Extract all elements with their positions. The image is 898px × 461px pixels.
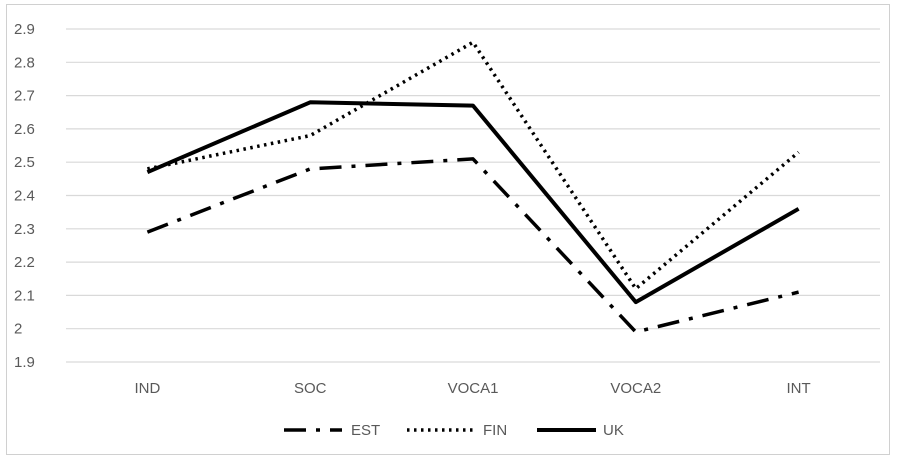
x-tick-label: IND <box>134 380 160 397</box>
legend-label: EST <box>351 422 380 439</box>
legend-label: FIN <box>483 422 507 439</box>
y-tick-label: 2.4 <box>14 188 35 205</box>
legend: EST FIN UK <box>284 422 624 439</box>
y-tick-label: 1.9 <box>14 354 35 371</box>
y-axis: 1.9 2 2.1 2.2 2.3 2.4 2.5 2.6 2.7 2.8 2.9 <box>14 21 35 371</box>
x-tick-label: VOCA2 <box>610 380 661 397</box>
y-tick-label: 2.3 <box>14 221 35 238</box>
series-line-fin <box>147 40 800 291</box>
y-tick-label: 2.5 <box>14 154 35 171</box>
y-tick-label: 2.6 <box>14 121 35 138</box>
y-tick-label: 2.1 <box>14 287 35 304</box>
legend-item-fin: FIN <box>407 422 507 439</box>
y-tick-label: 2.2 <box>14 254 35 271</box>
y-tick-label: 2.7 <box>14 88 35 105</box>
gridlines <box>66 28 880 363</box>
series-line-est <box>146 157 800 334</box>
y-tick-label: 2.9 <box>14 21 35 38</box>
series-line-uk <box>146 100 800 305</box>
x-tick-label: INT <box>787 380 811 397</box>
series-lines <box>146 40 800 334</box>
legend-label: UK <box>603 422 624 439</box>
legend-item-uk: UK <box>537 422 624 439</box>
legend-item-est: EST <box>284 422 380 439</box>
x-axis: IND SOC VOCA1 VOCA2 INT <box>134 380 810 397</box>
y-tick-label: 2 <box>14 321 22 338</box>
y-tick-label: 2.8 <box>14 54 35 71</box>
x-tick-label: VOCA1 <box>448 380 499 397</box>
x-tick-label: SOC <box>294 380 327 397</box>
